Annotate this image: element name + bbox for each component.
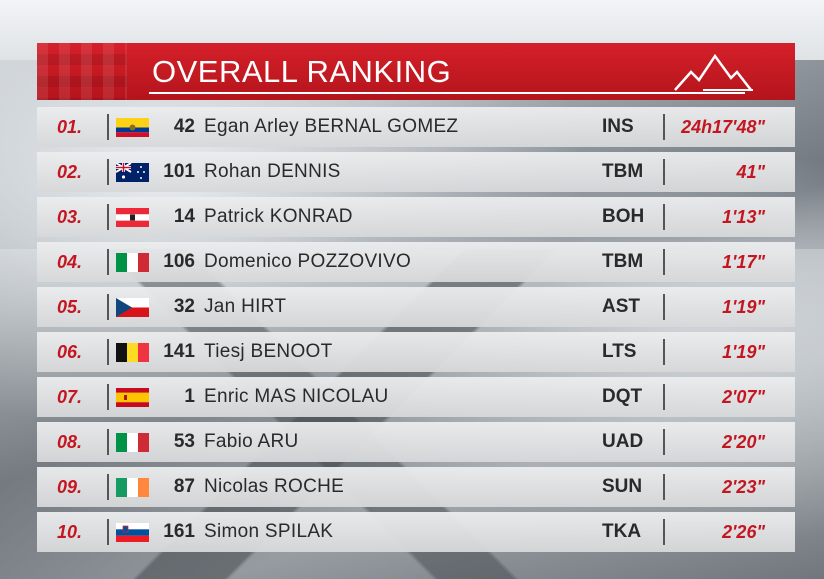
rider-name: Egan Arley BERNAL GOMEZ (204, 116, 459, 137)
flag-spain-icon (116, 388, 149, 407)
table-row: 03. 14 Patrick KONRAD BOH 1'13" (37, 197, 795, 237)
flag-italy-icon (116, 433, 149, 452)
flag-belgium-icon (116, 343, 149, 362)
table-row: 01. 42 Egan Arley BERNAL GOMEZ INS 24h17… (37, 107, 795, 147)
table-row: 04. 106 Domenico POZZOVIVO TBM 1'17" (37, 242, 795, 282)
team-code: TBM (602, 161, 644, 182)
rider-name: Domenico POZZOVIVO (204, 251, 412, 272)
rider-number: 53 (173, 431, 195, 452)
ranking-list: 01. 42 Egan Arley BERNAL GOMEZ INS 24h17… (37, 107, 795, 557)
flag-austria-icon (116, 208, 149, 227)
time-gap: 2'20" (722, 432, 765, 452)
rider-name: Jan HIRT (204, 296, 287, 317)
divider (663, 114, 665, 140)
team-code: DQT (602, 386, 643, 407)
divider (107, 474, 109, 500)
rider-name: Enric MAS NICOLAU (204, 386, 389, 407)
divider (107, 384, 109, 410)
team-code: AST (602, 296, 640, 317)
rider-name: Nicolas ROCHE (204, 476, 345, 497)
divider (663, 384, 665, 410)
rider-number: 14 (173, 206, 195, 227)
table-row: 02. 101 Rohan DENNIS TBM 41" (37, 152, 795, 192)
team-code: SUN (602, 476, 643, 497)
team-code: LTS (602, 341, 637, 362)
divider (663, 294, 665, 320)
table-row: 08. 53 Fabio ARU UAD 2'20" (37, 422, 795, 462)
rank-position: 08. (57, 432, 83, 452)
rank-position: 04. (57, 252, 83, 272)
divider (107, 114, 109, 140)
table-row: 09. 87 Nicolas ROCHE SUN 2'23" (37, 467, 795, 507)
rank-position: 06. (57, 342, 83, 362)
divider (107, 339, 109, 365)
rank-position: 09. (57, 477, 83, 497)
table-row: 10. 161 Simon SPILAK TKA 2'26" (37, 512, 795, 552)
time-gap: 2'07" (722, 387, 765, 407)
time-gap: 2'26" (722, 522, 765, 542)
divider (663, 519, 665, 545)
rider-number: 87 (173, 476, 195, 497)
rider-number: 141 (163, 341, 195, 362)
divider (663, 474, 665, 500)
divider (107, 519, 109, 545)
flag-colombia-icon (116, 118, 149, 137)
divider (107, 294, 109, 320)
rider-number: 42 (173, 116, 195, 137)
time-gap: 24h17'48" (681, 117, 765, 137)
flag-australia-icon (116, 163, 149, 182)
title-underline (149, 92, 745, 94)
time-gap: 41" (736, 162, 765, 182)
rider-name: Rohan DENNIS (204, 161, 341, 182)
rank-position: 07. (57, 387, 83, 407)
team-code: INS (602, 116, 634, 137)
time-gap: 1'19" (722, 297, 765, 317)
ranking-header: OVERALL RANKING (37, 43, 795, 100)
rank-position: 03. (57, 207, 83, 227)
time-gap: 1'19" (722, 342, 765, 362)
rider-number: 32 (173, 296, 195, 317)
divider (107, 249, 109, 275)
divider (107, 159, 109, 185)
rider-name: Simon SPILAK (204, 521, 334, 542)
flag-slovenia-icon (116, 523, 149, 542)
divider (663, 249, 665, 275)
table-row: 07. 1 Enric MAS NICOLAU DQT 2'07" (37, 377, 795, 417)
divider (663, 339, 665, 365)
rank-position: 01. (57, 117, 83, 137)
rider-number: 101 (163, 161, 195, 182)
flag-czechia-icon (116, 298, 149, 317)
divider (107, 204, 109, 230)
divider (663, 204, 665, 230)
rider-name: Patrick KONRAD (204, 206, 353, 227)
rank-position: 02. (57, 162, 83, 182)
time-gap: 1'17" (722, 252, 765, 272)
divider (663, 159, 665, 185)
rank-position: 05. (57, 297, 83, 317)
divider (107, 429, 109, 455)
mountain-peaks-icon (674, 53, 753, 91)
team-code: UAD (602, 431, 644, 452)
rider-number: 1 (184, 386, 195, 407)
rank-position: 10. (57, 522, 83, 542)
team-code: TBM (602, 251, 644, 272)
divider (663, 429, 665, 455)
table-row: 05. 32 Jan HIRT AST 1'19" (37, 287, 795, 327)
time-gap: 1'13" (722, 207, 765, 227)
rider-number: 106 (163, 251, 195, 272)
table-row: 06. 141 Tiesj BENOOT LTS 1'19" (37, 332, 795, 372)
flag-ireland-icon (116, 478, 149, 497)
page-title: OVERALL RANKING (152, 54, 452, 89)
rider-name: Tiesj BENOOT (204, 341, 333, 362)
flag-italy-icon (116, 253, 149, 272)
team-code: TKA (602, 521, 642, 542)
rider-number: 161 (163, 521, 195, 542)
team-code: BOH (602, 206, 645, 227)
time-gap: 2'23" (722, 477, 765, 497)
rider-name: Fabio ARU (204, 431, 299, 452)
checker-pattern (37, 43, 127, 100)
